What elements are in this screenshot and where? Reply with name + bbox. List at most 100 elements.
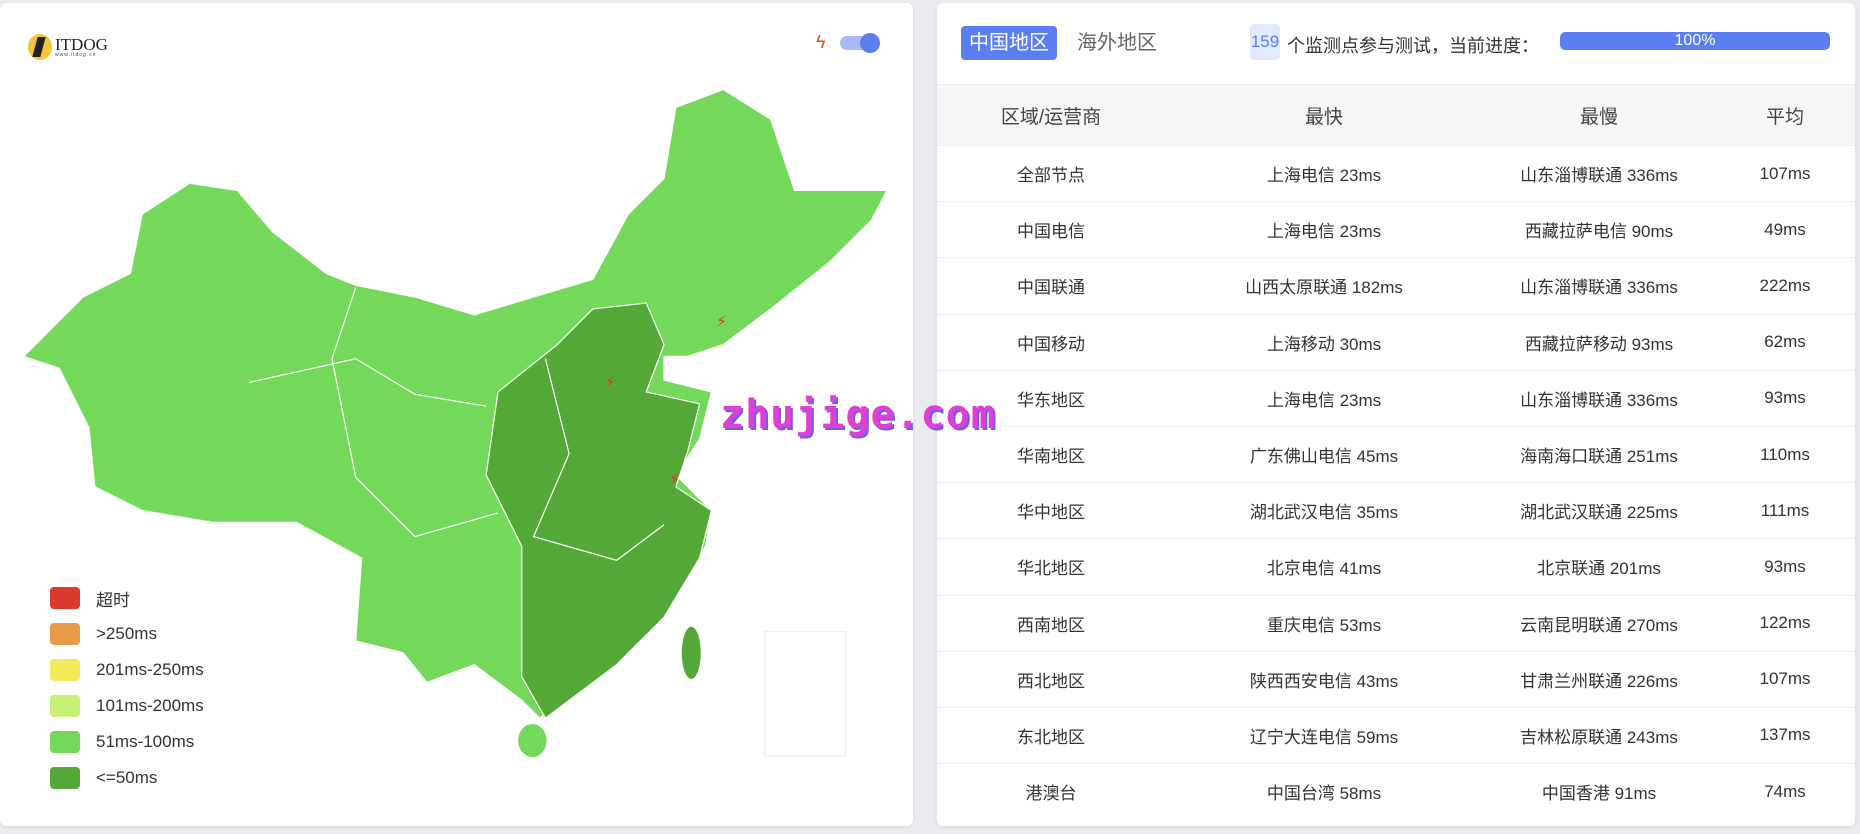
cell-region: 西南地区 [1017,615,1085,635]
legend-item[interactable]: 101ms-200ms [50,688,204,724]
itdog-logo: ITDOG www.itdog.cn [28,34,108,60]
legend-label: 超时 [96,590,130,610]
legend-swatch [50,731,80,753]
cell-average: 93ms [1764,388,1806,408]
tab-overseas[interactable]: 海外地区 [1077,32,1157,54]
table-row: 中国电信 上海电信 23ms 西藏拉萨电信 90ms 49ms [937,201,1855,257]
legend-item[interactable]: 201ms-250ms [50,652,204,688]
cell-fastest: 中国台湾 58ms [1266,784,1382,804]
progress-bar: 100% [1560,32,1830,50]
cell-average: 74ms [1764,781,1806,801]
bolt-icon: ⚡ [669,471,680,488]
table-row: 港澳台 中国台湾 58ms 中国香港 91ms 74ms [937,763,1855,819]
table-row: 华中地区 湖北武汉电信 35ms 湖北武汉联通 225ms 111ms [937,482,1855,538]
cell-region: 东北地区 [1017,727,1085,747]
cell-slowest: 海南海口联通 251ms [1520,447,1678,467]
cell-average: 222ms [1759,275,1811,295]
table-row: 全部节点 上海电信 23ms 山东淄博联通 336ms 107ms [937,145,1855,201]
south-china-sea-inset [764,630,847,757]
province-border [532,358,665,561]
cell-fastest: 陕西西安电信 43ms [1249,671,1399,691]
legend-label: 101ms-200ms [96,696,204,715]
cell-fastest: 重庆电信 53ms [1266,615,1382,635]
table-row: 东北地区 辽宁大连电信 59ms 吉林松原联通 243ms 137ms [937,706,1855,763]
progress-percent: 100% [1674,32,1716,49]
legend-item[interactable]: 51ms-100ms [50,724,204,760]
cell-region: 华北地区 [1017,559,1085,579]
cell-slowest: 山东淄博联通 336ms [1520,390,1678,410]
china-latency-map: ⚡ ⚡ ⚡ [22,88,888,758]
bolt-icon: ⚡ [716,314,727,331]
header-slowest[interactable]: 最慢 [1579,106,1618,128]
cell-region: 华南地区 [1017,447,1085,467]
bolt-icon: ϟ [816,32,826,52]
table-row: 华北地区 北京电信 41ms 北京联通 201ms 93ms [937,538,1855,594]
header-fastest[interactable]: 最快 [1304,106,1343,128]
cell-average: 137ms [1759,725,1811,745]
legend-label: 201ms-250ms [96,660,204,679]
logo-text: ITDOG [55,35,108,54]
map-region-hainan[interactable] [518,723,547,758]
cell-region: 中国移动 [1017,334,1085,354]
legend-label: >250ms [96,624,157,643]
results-table: 区域/运营商 最快 最慢 平均 全部节点 上海电信 23ms 山东淄博联通 336m… [937,84,1855,819]
cell-slowest: 中国香港 91ms [1541,784,1657,804]
cell-average: 107ms [1759,163,1811,183]
cell-region: 华东地区 [1017,390,1085,410]
cell-slowest: 云南昆明联通 270ms [1520,615,1678,635]
cell-region: 西北地区 [1017,671,1085,691]
node-count-badge: 159 [1250,24,1280,60]
legend-item[interactable]: >250ms [50,616,204,652]
cell-region: 港澳台 [1025,784,1077,804]
region-tabs: 中国地区 海外地区 [961,26,1177,60]
cell-fastest: 上海电信 23ms [1266,222,1382,242]
legend-swatch [50,659,80,681]
legend-swatch [50,587,80,609]
tab-china[interactable]: 中国地区 [961,26,1057,60]
cell-average: 62ms [1764,332,1806,352]
table-row: 华东地区 上海电信 23ms 山东淄博联通 336ms 93ms [937,369,1855,426]
map-panel: ⚡ ⚡ ⚡ ITDOG www.itdog.cn ϟ 超时 >250ms 201ms-… [0,3,913,826]
legend-swatch [50,623,80,645]
watermark: zhujige.com [720,392,996,438]
header-region[interactable]: 区域/运营商 [1000,106,1102,128]
cell-slowest: 湖北武汉联通 225ms [1520,503,1678,523]
cell-slowest: 西藏拉萨电信 90ms [1524,222,1674,242]
logo-url: www.itdog.cn [55,52,97,58]
cell-fastest: 上海电信 23ms [1266,166,1382,186]
cell-average: 107ms [1759,669,1811,689]
cell-fastest: 上海电信 23ms [1266,390,1382,410]
cell-fastest: 山西太原联通 182ms [1245,278,1403,298]
cell-fastest: 湖北武汉电信 35ms [1249,503,1399,523]
legend-swatch [50,695,80,717]
table-row: 中国联通 山西太原联通 182ms 山东淄博联通 336ms 222ms [937,257,1855,313]
legend-item[interactable]: <=50ms [50,760,204,796]
cell-region: 全部节点 [1017,166,1085,186]
cell-average: 110ms [1760,444,1810,464]
map-region-taiwan[interactable] [681,626,701,679]
results-panel: 中国地区 海外地区 159 个监测点参与测试，当前进度： 100% 区域/运营商… [937,3,1855,826]
table-row: 华南地区 广东佛山电信 45ms 海南海口联通 251ms 110ms [937,425,1855,482]
progress-fill [1560,32,1830,50]
table-header: 区域/运营商 最快 最慢 平均 [937,84,1855,145]
table-row: 中国移动 上海移动 30ms 西藏拉萨移动 93ms 62ms [937,313,1855,370]
cell-region: 中国联通 [1017,278,1085,298]
province-border [331,287,499,538]
map-legend: 超时 >250ms 201ms-250ms 101ms-200ms 51ms-100ms… [50,580,204,796]
cell-fastest: 广东佛山电信 45ms [1249,447,1399,467]
cell-fastest: 北京电信 41ms [1266,559,1382,579]
legend-label: 51ms-100ms [96,732,195,751]
cell-slowest: 山东淄博联通 336ms [1520,278,1678,298]
legend-item[interactable]: 超时 [50,580,204,616]
province-border [248,358,487,407]
header-average[interactable]: 平均 [1765,106,1804,128]
cell-average: 122ms [1759,613,1811,633]
map-region-under-50ms[interactable] [485,302,713,719]
legend-label: <=50ms [96,768,158,787]
cell-region: 中国电信 [1017,222,1085,242]
cell-fastest: 辽宁大连电信 59ms [1249,727,1399,747]
cell-slowest: 西藏拉萨移动 93ms [1524,334,1674,354]
progress-label: 个监测点参与测试，当前进度： [1287,36,1539,56]
lightning-toggle[interactable] [840,33,880,53]
bolt-icon: ⚡ [605,374,616,391]
